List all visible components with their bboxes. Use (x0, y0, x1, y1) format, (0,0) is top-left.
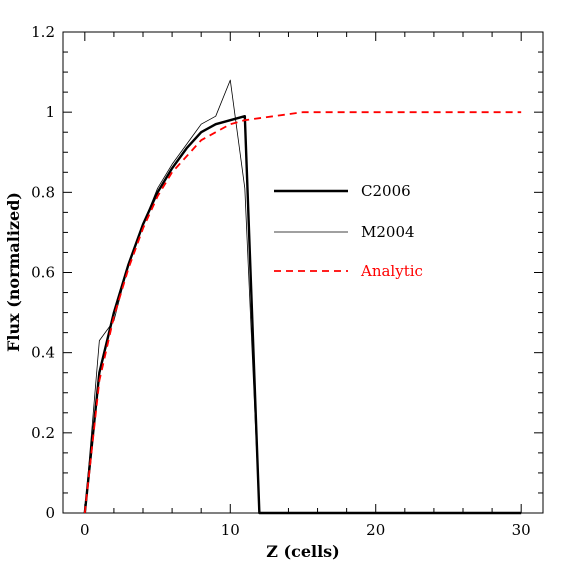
x-tick-label: 20 (366, 521, 385, 539)
legend-label-c2006: C2006 (361, 182, 411, 200)
x-axis-label: Z (cells) (266, 542, 339, 561)
x-tick-label: 30 (512, 521, 531, 539)
series-line-c2006 (83, 114, 522, 515)
y-tick-label: 1 (45, 103, 55, 121)
plot-frame (62, 31, 544, 514)
y-axis-label: Flux (normalized) (4, 192, 23, 352)
legend: C2006 M2004 Analytic (274, 182, 423, 280)
y-tick-label: 0.8 (31, 183, 55, 201)
series-layer (83, 79, 522, 515)
axis-ticks (63, 31, 543, 514)
y-tick-label: 1.2 (31, 23, 55, 41)
y-tick-label: 0.2 (31, 424, 55, 442)
x-tick-label: 10 (221, 521, 240, 539)
legend-label-analytic: Analytic (360, 262, 423, 280)
axis-tick-labels: 0 10 20 30 0 0.2 0.4 0.6 0.8 1 1.2 (31, 23, 531, 539)
y-tick-label: 0.6 (31, 264, 55, 282)
y-tick-label: 0 (45, 504, 55, 522)
legend-label-m2004: M2004 (361, 223, 415, 241)
y-tick-label: 0.4 (31, 344, 55, 362)
series-line-analytic (83, 111, 522, 514)
series-line-m2004 (84, 79, 522, 514)
x-tick-label: 0 (80, 521, 90, 539)
